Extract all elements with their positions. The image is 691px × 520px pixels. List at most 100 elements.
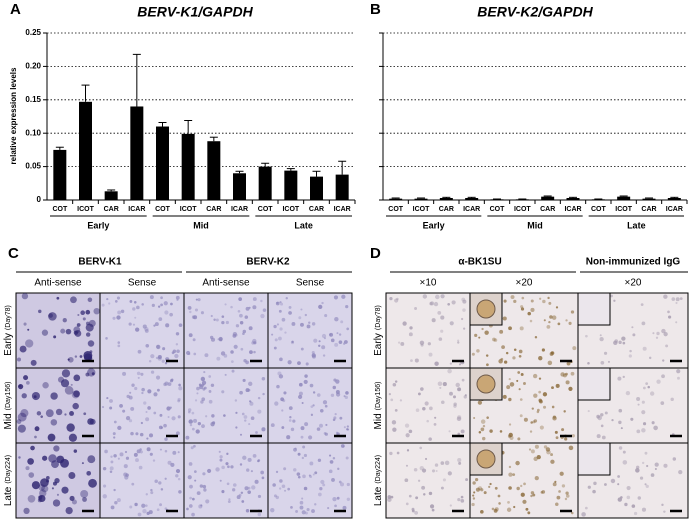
stain — [158, 481, 162, 485]
stain — [80, 489, 89, 498]
stain — [338, 480, 342, 484]
stain — [62, 318, 67, 323]
stain — [318, 492, 322, 497]
stain — [548, 301, 552, 305]
stain — [392, 383, 397, 387]
stain — [488, 485, 491, 488]
stain — [153, 411, 157, 415]
stain — [565, 491, 569, 495]
stain — [564, 497, 568, 501]
stain — [645, 382, 649, 385]
bar — [79, 101, 92, 200]
stain — [160, 303, 163, 307]
stain — [457, 341, 460, 344]
stain — [494, 507, 499, 512]
stain — [333, 416, 337, 420]
stain — [346, 482, 350, 487]
stain — [102, 494, 107, 499]
stain — [431, 318, 436, 323]
stain — [248, 326, 253, 331]
stain — [396, 451, 400, 455]
stain — [506, 507, 512, 512]
stain — [299, 505, 304, 510]
stain — [555, 502, 559, 507]
stain — [597, 415, 602, 421]
row-day: (Day78) — [5, 305, 12, 330]
stain — [156, 344, 161, 350]
stain — [508, 486, 512, 490]
stain — [305, 362, 309, 366]
stain — [641, 321, 646, 326]
stain — [172, 450, 177, 455]
stain — [42, 382, 49, 389]
stain — [303, 453, 308, 458]
stain — [654, 467, 657, 471]
stain — [322, 400, 328, 405]
bar — [335, 174, 349, 200]
stain — [630, 417, 634, 421]
stain — [135, 432, 139, 436]
stain — [225, 462, 229, 466]
stain — [565, 319, 568, 322]
stain — [447, 471, 452, 476]
stain — [340, 444, 345, 448]
stain — [177, 397, 181, 402]
stain — [146, 447, 151, 452]
stain — [661, 374, 665, 379]
stain — [192, 497, 195, 501]
stain — [38, 495, 43, 500]
stain — [288, 305, 292, 309]
row-stage: Early — [373, 333, 384, 356]
stain — [248, 423, 251, 426]
stain — [599, 334, 602, 337]
x-tick-label: COT — [388, 206, 404, 213]
stain — [346, 497, 351, 501]
stain — [440, 315, 445, 320]
stain — [188, 333, 193, 338]
stain — [424, 457, 428, 461]
stain — [337, 467, 340, 471]
stain — [584, 506, 588, 510]
stain — [626, 485, 631, 491]
stain — [515, 460, 520, 466]
stain — [532, 420, 536, 424]
column-label: ×20 — [625, 278, 642, 289]
stain — [421, 485, 426, 490]
stain — [284, 489, 287, 492]
stain — [177, 399, 181, 403]
stain — [234, 399, 238, 402]
stain — [286, 435, 291, 440]
stain — [34, 426, 40, 432]
stain — [550, 453, 553, 457]
bar — [591, 199, 605, 200]
stain — [105, 337, 108, 340]
stain — [661, 328, 666, 334]
stain — [73, 390, 80, 398]
stain — [547, 360, 553, 366]
stain — [38, 309, 42, 314]
stain — [335, 379, 340, 384]
stain — [178, 490, 182, 494]
stain — [218, 450, 221, 453]
stain — [390, 398, 394, 402]
stain — [343, 426, 346, 429]
stain — [489, 482, 492, 486]
stain — [167, 460, 172, 465]
stain — [79, 355, 83, 358]
stain — [292, 419, 296, 423]
stain — [175, 468, 181, 474]
stain — [531, 407, 534, 410]
stain — [293, 447, 297, 452]
stain — [413, 467, 418, 472]
stain — [622, 450, 626, 454]
stain — [510, 295, 515, 300]
stain — [211, 414, 215, 418]
y-tick-label: 0 — [37, 195, 42, 204]
stain — [130, 431, 134, 436]
stain — [221, 390, 225, 394]
stain — [617, 483, 620, 486]
stain — [508, 378, 511, 381]
stain — [642, 422, 647, 426]
stain — [199, 484, 204, 488]
y-tick-label: 0.10 — [25, 128, 41, 137]
